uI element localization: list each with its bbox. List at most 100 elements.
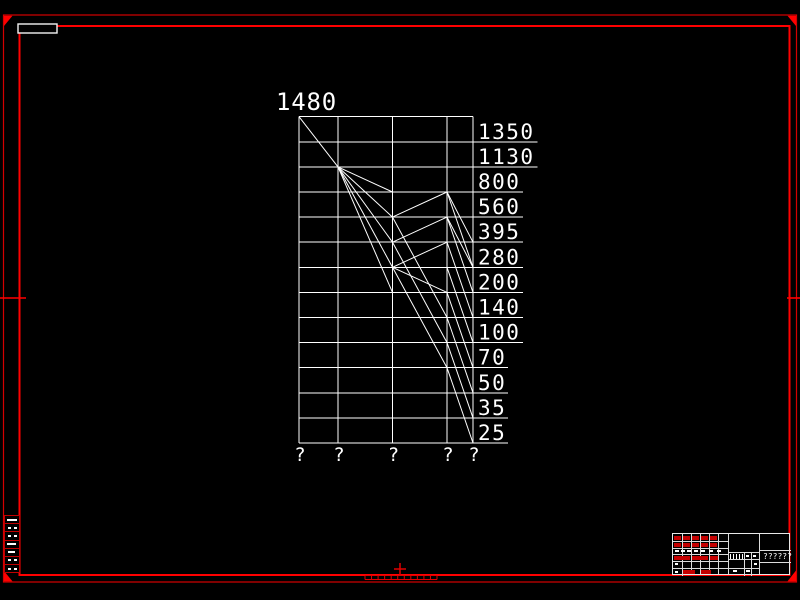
title-block-red-cell bbox=[710, 535, 717, 540]
transmission-ratio-line bbox=[392, 216, 448, 243]
title-block-red-cell bbox=[683, 542, 690, 547]
transmission-ratio-line bbox=[337, 166, 393, 193]
title-block-red-cell bbox=[674, 542, 681, 547]
title-block-red-cell bbox=[701, 542, 708, 547]
transmission-ratio-line bbox=[337, 166, 393, 243]
title-block-text-mark bbox=[675, 550, 679, 552]
margin-table-row bbox=[5, 524, 19, 533]
title-block-text-mark bbox=[709, 550, 713, 552]
frame-corner-mark-bottomleft bbox=[4, 571, 13, 582]
transmission-ratio-line bbox=[392, 241, 448, 268]
speed-label: 140 bbox=[478, 296, 520, 320]
title-block-text-mark bbox=[753, 555, 756, 557]
transmission-ratio-line bbox=[446, 292, 474, 368]
margin-table-row bbox=[5, 541, 19, 549]
margin-table bbox=[4, 515, 20, 573]
transmission-ratio-line bbox=[446, 367, 474, 444]
transmission-ratio-line bbox=[337, 166, 393, 293]
title-block-gridline bbox=[673, 561, 728, 562]
title-block-gridline bbox=[673, 541, 728, 542]
title-block-gridline bbox=[673, 554, 728, 555]
margin-table-row bbox=[5, 532, 19, 541]
title-block-red-cell bbox=[692, 555, 708, 560]
title-block-gridline bbox=[759, 550, 791, 551]
transmission-ratio-line bbox=[446, 216, 474, 268]
title-block-red-cell bbox=[710, 542, 717, 547]
transmission-ratio-line bbox=[446, 317, 474, 393]
bottom-scale-comb bbox=[364, 563, 438, 580]
margin-table-row bbox=[5, 549, 19, 557]
title-block-project-name: ?????? bbox=[763, 552, 792, 561]
speed-label: 200 bbox=[478, 270, 520, 294]
title-block-tally-mark bbox=[730, 553, 743, 559]
shaft-label: ? bbox=[442, 444, 453, 466]
transmission-ratio-line bbox=[446, 342, 474, 419]
speed-label: 1350 bbox=[478, 120, 535, 144]
title-block-text-mark bbox=[687, 550, 691, 552]
title-block-text-mark bbox=[681, 550, 685, 552]
title-block-text-mark bbox=[733, 570, 737, 572]
title-block-gridline bbox=[673, 548, 728, 549]
title-block-gridline bbox=[744, 552, 745, 576]
title-block-text-mark bbox=[754, 563, 757, 565]
speed-label: 395 bbox=[478, 220, 520, 244]
title-block-red-cell bbox=[710, 555, 718, 560]
title-block-red-cell bbox=[692, 542, 699, 547]
title-block-text-mark bbox=[694, 550, 698, 552]
speed-label: 25 bbox=[478, 421, 506, 445]
title-block-text-mark bbox=[746, 555, 749, 557]
title-block-text-mark bbox=[746, 570, 750, 572]
margin-table-row bbox=[5, 516, 19, 525]
frame-outer-border bbox=[2, 14, 798, 583]
title-block-red-cell bbox=[674, 555, 690, 560]
speed-label: 280 bbox=[478, 245, 520, 269]
shaft-label: ? bbox=[468, 444, 479, 466]
title-block-text-mark bbox=[675, 571, 678, 573]
speed-label: 1130 bbox=[478, 145, 535, 169]
title-block-text-mark bbox=[675, 563, 678, 565]
title-block-red-cell bbox=[683, 569, 695, 574]
title-block-red-cell bbox=[701, 535, 708, 540]
title-block-gridline bbox=[728, 559, 759, 560]
transmission-ratio-line bbox=[298, 116, 339, 168]
title-block-text-mark bbox=[701, 550, 705, 552]
margin-table-row bbox=[5, 557, 19, 566]
title-block-red-cell bbox=[701, 569, 711, 574]
frame-corner-mark-bottomright bbox=[787, 570, 796, 582]
transmission-ratio-line bbox=[392, 241, 448, 343]
drawing-frame bbox=[0, 14, 800, 583]
title-block-gridline bbox=[682, 534, 683, 576]
margin-table-row bbox=[5, 565, 19, 572]
transmission-ratio-line bbox=[337, 166, 393, 268]
title-block-gridline bbox=[728, 568, 759, 569]
speed-label: 70 bbox=[478, 346, 506, 370]
speed-label: 50 bbox=[478, 371, 506, 395]
title-block-text-mark bbox=[717, 550, 721, 552]
speed-label: 100 bbox=[478, 321, 520, 345]
transmission-ratio-line bbox=[446, 216, 474, 293]
shaft-label: ? bbox=[388, 444, 399, 466]
transmission-ratio-line bbox=[446, 242, 474, 318]
transmission-ratio-line bbox=[392, 267, 448, 368]
title-block-gridline bbox=[759, 562, 791, 563]
frame-corner-mark-topleft bbox=[4, 15, 13, 26]
transmission-ratio-line bbox=[392, 266, 448, 293]
speed-label: 560 bbox=[478, 195, 520, 219]
frame-inner-border bbox=[18, 25, 791, 576]
title-block-gridline bbox=[751, 552, 752, 576]
frame-corner-mark-topright bbox=[787, 15, 796, 26]
transmission-ratio-line bbox=[392, 216, 448, 318]
title-block: ?????? bbox=[672, 533, 792, 576]
transmission-ratio-line bbox=[446, 191, 474, 243]
title-block-red-cell bbox=[683, 535, 690, 540]
title-block-gridline bbox=[728, 552, 759, 553]
shaft-label: ? bbox=[333, 444, 344, 466]
speed-label: 35 bbox=[478, 396, 506, 420]
transmission-ratio-line bbox=[337, 166, 393, 218]
transmission-ratio-line bbox=[392, 191, 448, 218]
title-block-red-cell bbox=[692, 535, 699, 540]
title-block-divider bbox=[728, 534, 729, 574]
